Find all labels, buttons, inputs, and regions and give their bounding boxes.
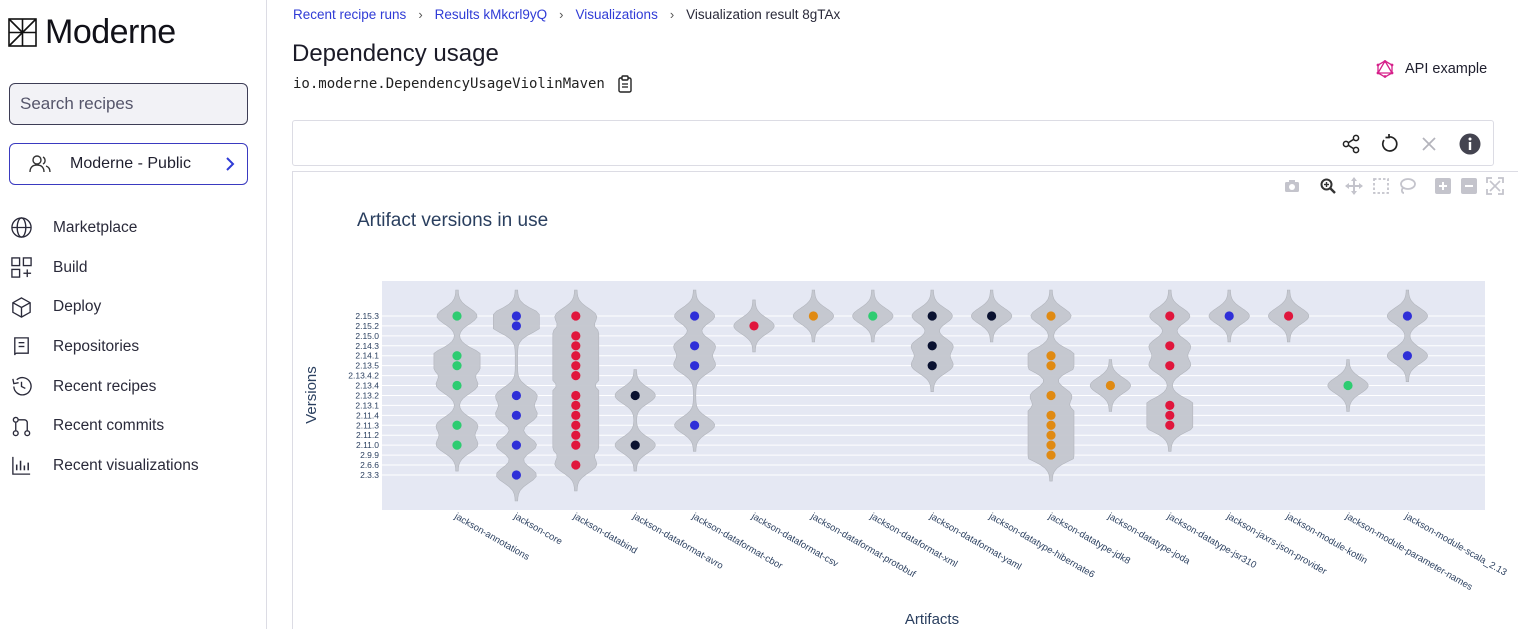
deploy-icon [12, 296, 31, 318]
breadcrumb-link[interactable]: Recent recipe runs [293, 6, 407, 22]
lasso-select-icon[interactable] [1398, 177, 1416, 195]
sidebar-item-label: Repositories [53, 337, 140, 355]
sidebar-item-label: Deploy [53, 298, 102, 316]
users-icon [29, 155, 51, 173]
sidebar-item-label: Recent recipes [53, 377, 157, 395]
info-button[interactable] [1459, 133, 1481, 155]
moderne-logo-icon [8, 17, 37, 47]
build-icon [11, 257, 32, 278]
sidebar-item-recent-recipes[interactable]: Recent recipes [10, 367, 260, 407]
repositories-icon [14, 337, 29, 356]
close-icon [1422, 137, 1436, 151]
chevron-right-icon [226, 157, 235, 171]
share-button[interactable] [1340, 133, 1362, 155]
sidebar-item-deploy[interactable]: Deploy [10, 287, 260, 327]
org-selector[interactable]: Moderne - Public [9, 143, 248, 185]
plot-container [292, 171, 1518, 629]
logo-text: Moderne [45, 12, 176, 51]
box-select-icon[interactable] [1372, 177, 1390, 195]
breadcrumb-link[interactable]: Results kMkcrl9yQ [434, 6, 548, 22]
zoom-in-icon[interactable] [1434, 177, 1452, 195]
globe-icon [11, 217, 32, 239]
share-icon [1342, 134, 1360, 154]
recipe-id: io.moderne.DependencyUsageViolinMaven [293, 75, 633, 93]
autoscale-icon[interactable] [1486, 177, 1504, 195]
breadcrumb: Recent recipe runs › Results kMkcrl9yQ ›… [293, 5, 840, 23]
sidebar-item-marketplace[interactable]: Marketplace [10, 208, 260, 248]
chart-icon [12, 457, 31, 476]
sidebar: Moderne Moderne - Public [0, 0, 267, 629]
sidebar-item-recent-visualizations[interactable]: Recent visualizations [10, 446, 260, 486]
breadcrumb-separator: › [418, 6, 423, 22]
commit-icon [12, 416, 31, 437]
sidebar-item-recent-commits[interactable]: Recent commits [10, 406, 260, 446]
zoom-out-icon[interactable] [1460, 177, 1478, 195]
history-icon [12, 377, 32, 396]
zoom-icon[interactable] [1319, 177, 1337, 195]
page-title: Dependency usage [292, 40, 499, 67]
camera-icon[interactable] [1283, 177, 1301, 195]
org-label: Moderne - Public [70, 155, 191, 172]
sidebar-item-build[interactable]: Build [10, 248, 260, 288]
sidebar-item-label: Marketplace [53, 218, 138, 236]
reset-icon [1381, 134, 1398, 152]
search-input[interactable] [20, 94, 241, 114]
recipe-id-text: io.moderne.DependencyUsageViolinMaven [293, 76, 605, 92]
pan-icon[interactable] [1345, 177, 1363, 195]
reset-button[interactable] [1378, 133, 1400, 155]
api-example-label: API example [1405, 61, 1488, 77]
sidebar-item-repositories[interactable]: Repositories [10, 327, 260, 367]
breadcrumb-separator: › [669, 6, 675, 22]
sidebar-item-label: Recent commits [53, 417, 165, 435]
sidebar-item-label: Recent visualizations [53, 456, 199, 474]
breadcrumb-current: Visualization result 8gTAx [686, 6, 841, 22]
api-example-link[interactable]: API example [1376, 60, 1487, 78]
info-icon [1459, 133, 1481, 155]
sidebar-nav: Marketplace Build Deploy Repositories Re… [10, 208, 260, 486]
clipboard-icon[interactable] [617, 75, 633, 93]
logo[interactable]: Moderne [8, 12, 176, 52]
sidebar-item-label: Build [53, 258, 88, 276]
close-button[interactable] [1418, 133, 1440, 155]
breadcrumb-separator: › [559, 6, 564, 22]
breadcrumb-link[interactable]: Visualizations [575, 6, 658, 22]
visualization-toolbar [292, 120, 1494, 166]
search-box[interactable] [9, 83, 248, 125]
graphql-icon [1376, 60, 1394, 78]
